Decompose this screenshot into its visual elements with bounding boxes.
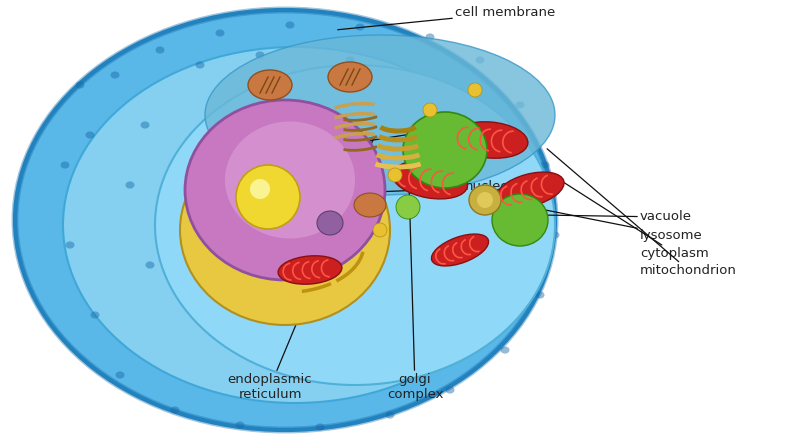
Text: golgi
complex: golgi complex [386,153,443,401]
Ellipse shape [423,103,437,117]
Ellipse shape [541,162,550,169]
Ellipse shape [452,122,528,158]
Ellipse shape [225,121,355,239]
Ellipse shape [396,195,420,219]
Ellipse shape [185,100,385,280]
Ellipse shape [115,372,125,379]
Ellipse shape [255,52,265,59]
Ellipse shape [477,192,493,208]
Ellipse shape [515,101,525,109]
Ellipse shape [278,256,342,284]
Ellipse shape [155,46,165,53]
Ellipse shape [346,57,354,64]
Ellipse shape [90,312,99,319]
Text: vacuole: vacuole [542,210,692,223]
Ellipse shape [205,35,555,195]
Ellipse shape [535,291,545,299]
Ellipse shape [475,57,485,64]
Text: mitochondrion: mitochondrion [547,149,737,276]
Ellipse shape [126,182,134,189]
Ellipse shape [195,61,205,69]
Ellipse shape [431,234,489,266]
Ellipse shape [146,261,154,269]
Ellipse shape [495,211,505,218]
Ellipse shape [75,81,85,89]
Text: cytoplasm: cytoplasm [562,182,709,259]
Ellipse shape [455,101,465,109]
Text: cell membrane: cell membrane [338,7,555,30]
Ellipse shape [63,47,527,403]
Ellipse shape [426,33,434,40]
Text: nucleus: nucleus [313,121,482,150]
Ellipse shape [403,112,487,188]
Ellipse shape [315,423,325,431]
Ellipse shape [501,346,510,354]
Ellipse shape [15,10,555,430]
Ellipse shape [446,386,454,393]
Ellipse shape [492,194,548,246]
Ellipse shape [486,151,494,158]
Ellipse shape [155,65,555,385]
Ellipse shape [550,231,559,239]
Ellipse shape [180,135,390,325]
Ellipse shape [286,21,294,28]
Ellipse shape [236,165,300,229]
Text: endoplasmic
reticulum: endoplasmic reticulum [228,138,374,401]
Ellipse shape [469,185,501,215]
Ellipse shape [250,179,270,199]
Ellipse shape [248,70,292,100]
Ellipse shape [373,223,387,237]
Ellipse shape [141,121,150,129]
Ellipse shape [86,131,94,138]
Ellipse shape [317,211,343,235]
Text: lysosome: lysosome [502,202,702,242]
Ellipse shape [386,411,394,419]
Ellipse shape [393,161,467,199]
Ellipse shape [66,241,74,249]
Ellipse shape [354,193,386,217]
Ellipse shape [496,172,564,208]
Ellipse shape [388,168,402,182]
Ellipse shape [215,29,225,36]
Ellipse shape [468,83,482,97]
Ellipse shape [170,406,179,413]
Text: nucleolus: nucleolus [302,181,529,195]
Ellipse shape [110,71,119,79]
Ellipse shape [61,162,70,169]
Ellipse shape [235,421,245,429]
Ellipse shape [355,24,365,31]
Ellipse shape [406,71,414,79]
Ellipse shape [328,62,372,92]
